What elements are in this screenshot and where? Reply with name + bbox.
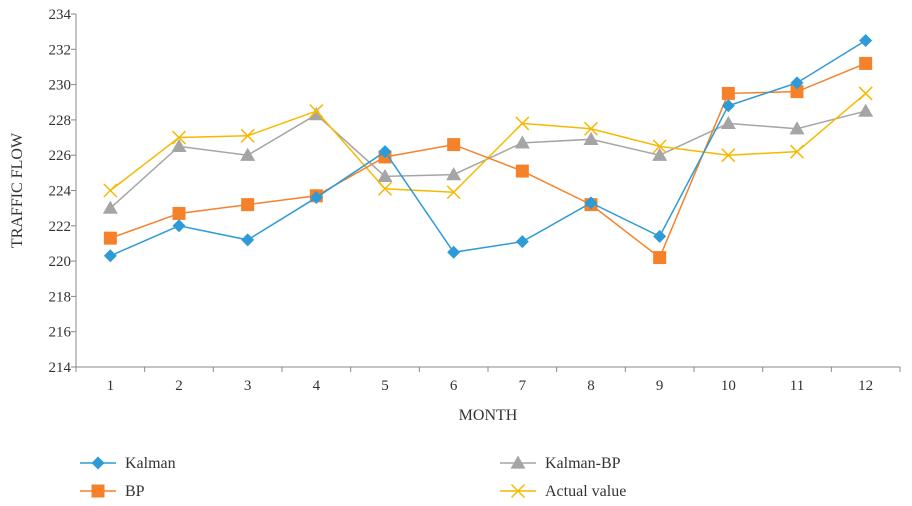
data-point-kalman-bp <box>102 200 118 214</box>
legend: Kalman BP Kalman-BP Actual value <box>80 455 626 500</box>
data-point-kalman <box>790 76 804 90</box>
data-point-actual-value <box>858 86 873 101</box>
data-point-bp <box>859 56 873 70</box>
data-point-kalman <box>241 233 255 247</box>
legend-label: BP <box>125 483 145 500</box>
data-point-kalman <box>309 191 323 205</box>
data-point-actual-value <box>652 139 667 154</box>
data-point-kalman-bp <box>514 135 530 149</box>
data-point-actual-value <box>583 121 599 136</box>
data-point-kalman <box>172 219 186 233</box>
data-point-actual-value <box>446 185 461 200</box>
legend-item-kalman: Kalman <box>80 455 176 472</box>
data-point-kalman <box>515 235 529 249</box>
series-actual-value <box>103 86 873 200</box>
legend-label: Kalman-BP <box>545 455 621 472</box>
data-point-kalman-bp <box>240 147 256 161</box>
data-point-kalman <box>447 245 461 259</box>
y-tick-label: 232 <box>49 42 72 58</box>
data-point-actual-value <box>377 181 393 196</box>
data-point-bp <box>447 138 461 152</box>
x-tick-label: 10 <box>721 378 736 394</box>
data-point-bp <box>653 251 667 265</box>
y-tick-label: 234 <box>49 7 72 23</box>
data-point-bp <box>241 198 255 212</box>
x-axis-title: MONTH <box>459 407 518 424</box>
y-tick-label: 220 <box>49 254 72 270</box>
series-line-bp <box>110 62 866 259</box>
data-point-actual-value <box>240 128 255 143</box>
data-point-kalman-bp <box>858 103 874 117</box>
x-tick-label: 5 <box>381 378 389 394</box>
data-point-kalman <box>584 196 598 210</box>
legend-marker <box>510 455 526 469</box>
data-point-actual-value <box>171 130 187 145</box>
x-tick-label: 11 <box>790 378 804 394</box>
legend-marker <box>91 456 105 470</box>
x-tick-label: 12 <box>858 378 873 394</box>
x-tick-label: 4 <box>313 378 321 394</box>
x-tick-label: 3 <box>244 378 252 394</box>
y-tick-label: 216 <box>49 325 72 341</box>
data-point-actual-value <box>309 104 324 119</box>
series-kalman <box>103 33 873 263</box>
series-bp <box>103 56 873 265</box>
legend-label: Actual value <box>545 483 626 500</box>
legend-marker <box>91 484 105 498</box>
data-point-kalman-bp <box>720 115 736 130</box>
data-point-bp <box>103 231 117 245</box>
plot-area <box>102 33 874 265</box>
x-tick-label: 6 <box>450 378 458 394</box>
data-point-kalman <box>721 99 735 113</box>
legend-label: Kalman <box>125 455 176 472</box>
data-point-bp <box>721 86 735 100</box>
data-point-bp <box>790 85 804 99</box>
data-point-kalman <box>378 145 392 159</box>
series-line-kalman <box>110 39 867 257</box>
data-point-bp <box>515 164 529 178</box>
y-tick-label: 226 <box>49 148 72 164</box>
data-point-bp <box>172 206 186 220</box>
y-tick-label: 224 <box>49 184 72 200</box>
data-point-actual-value <box>789 144 805 159</box>
data-point-actual-value <box>721 148 736 163</box>
y-axis-title: TRAFFIC FLOW <box>9 132 26 248</box>
data-point-kalman-bp <box>652 147 668 161</box>
series-line-actual-value <box>109 92 867 194</box>
x-tick-label: 2 <box>175 378 183 394</box>
data-point-kalman-bp <box>789 121 805 135</box>
data-point-kalman-bp <box>583 131 599 145</box>
y-tick-label: 214 <box>49 360 72 376</box>
y-tick-label: 230 <box>49 78 72 94</box>
legend-item-actual-value: Actual value <box>500 483 626 500</box>
x-tick-label: 8 <box>587 378 595 394</box>
legend-marker <box>510 483 526 499</box>
data-point-actual-value <box>103 183 118 198</box>
legend-item-bp: BP <box>80 483 145 500</box>
data-point-kalman-bp <box>446 167 462 181</box>
data-point-kalman <box>103 249 117 263</box>
data-point-kalman-bp <box>308 107 324 121</box>
x-tick-label: 9 <box>656 378 664 394</box>
y-tick-label: 228 <box>49 113 72 129</box>
x-tick-label: 7 <box>519 378 527 394</box>
data-point-kalman-bp <box>171 138 187 152</box>
y-tick-label: 218 <box>49 289 72 305</box>
legend-item-kalman-bp: Kalman-BP <box>500 455 621 472</box>
data-point-kalman-bp <box>377 168 393 183</box>
series-line-kalman-bp <box>109 110 866 209</box>
x-tick-label: 1 <box>107 378 115 394</box>
data-point-actual-value <box>515 116 530 131</box>
data-point-kalman <box>859 33 873 47</box>
data-point-kalman <box>653 229 667 243</box>
y-tick-label: 222 <box>49 219 72 235</box>
